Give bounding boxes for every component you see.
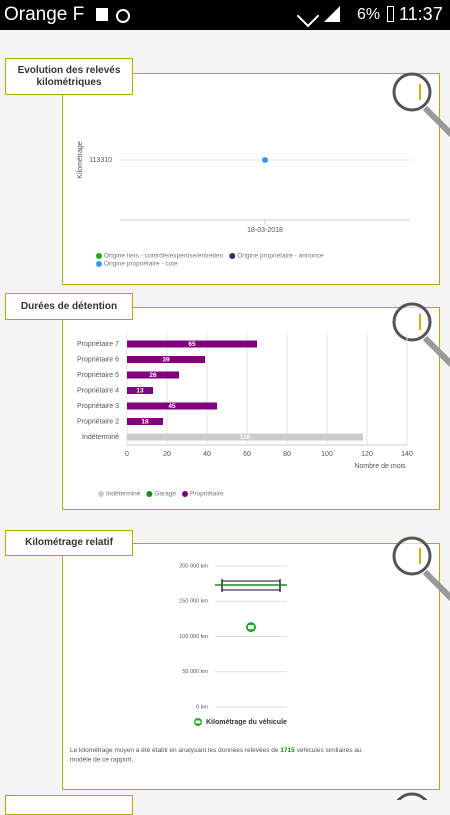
bar bbox=[127, 433, 363, 441]
legend-label: Garage bbox=[154, 491, 176, 498]
x-tick-label: 0 bbox=[125, 451, 129, 458]
y-tick-label: Propriétaire 3 bbox=[77, 403, 119, 410]
y-tick-label: Propriétaire 4 bbox=[77, 387, 119, 394]
y-tick-label: Propriétaire 7 bbox=[77, 341, 119, 348]
legend-label: Kilométrage du véhicule bbox=[206, 719, 287, 726]
battery-icon bbox=[387, 6, 394, 22]
bar-label: 65 bbox=[188, 341, 196, 348]
bar bbox=[127, 340, 257, 348]
legend-label: Indéterminé bbox=[106, 491, 141, 498]
magnifier-handle bbox=[422, 335, 450, 368]
legend-marker bbox=[182, 491, 189, 497]
y-tick-label: 100 000 km bbox=[179, 634, 208, 640]
signal-icon bbox=[324, 6, 340, 22]
x-tick-label: 120 bbox=[361, 451, 373, 458]
clock: 11:37 bbox=[399, 4, 443, 24]
car-icon bbox=[248, 625, 254, 630]
note-text: Le kilométrage moyen a été établi en ana… bbox=[70, 747, 279, 754]
magnifier bbox=[396, 792, 428, 800]
note-text: modèle de ce rapport. bbox=[70, 757, 133, 764]
x-tick-label: 140 bbox=[401, 451, 413, 458]
x-tick-label: 80 bbox=[283, 451, 291, 458]
section-title: Kilométrage relatif bbox=[5, 530, 133, 556]
bar bbox=[127, 418, 163, 425]
section-title: Evolution des relevés kilométriques bbox=[5, 58, 133, 95]
note: Le kilométrage moyen a été établi en ana… bbox=[70, 747, 362, 754]
bar bbox=[127, 387, 153, 394]
x-axis-label: Nombre de mois bbox=[354, 463, 406, 470]
section-title: Durées de détention bbox=[5, 293, 133, 320]
y-tick-label: Propriétaire 6 bbox=[77, 356, 119, 363]
legend-marker bbox=[96, 261, 102, 267]
bar-label: 39 bbox=[162, 357, 170, 364]
bar-label: 45 bbox=[168, 403, 176, 410]
legend-label: Origine tiers - contrôle/expertise/entre… bbox=[104, 253, 224, 260]
magnifier bbox=[392, 72, 432, 112]
y-tick-label: 200 000 km bbox=[179, 563, 208, 569]
y-tick-label: 113310 bbox=[89, 157, 112, 164]
x-tick-label: 20 bbox=[163, 451, 171, 458]
carrier: Orange F bbox=[4, 4, 85, 25]
y-tick-label: 50 000 km bbox=[182, 669, 208, 675]
y-tick-label: 0 km bbox=[196, 704, 208, 710]
x-tick-label: 18-03-2018 bbox=[247, 227, 283, 234]
bar bbox=[127, 356, 205, 363]
card bbox=[62, 73, 440, 285]
y-tick-label: Propriétaire 2 bbox=[77, 418, 119, 425]
battery: 6% bbox=[357, 6, 381, 23]
magnifier bbox=[392, 536, 432, 576]
bar bbox=[127, 371, 179, 379]
section-title bbox=[5, 795, 133, 815]
legend-marker bbox=[98, 491, 104, 497]
magnifier-handle bbox=[422, 569, 450, 602]
sun-icon bbox=[116, 9, 130, 23]
y-tick-label: 150 000 km bbox=[179, 599, 208, 605]
note-count: 1715 bbox=[280, 747, 295, 754]
legend-label: Propriétaire bbox=[190, 491, 224, 498]
y-tick-label: Indéterminé bbox=[82, 434, 119, 441]
bar-label: 13 bbox=[136, 388, 144, 395]
magnifier bbox=[392, 302, 432, 342]
x-tick-label: 60 bbox=[243, 451, 251, 458]
card bbox=[62, 543, 440, 790]
legend-marker bbox=[229, 253, 236, 259]
bar-label: 118 bbox=[240, 434, 251, 441]
y-tick-label: Propriétaire 5 bbox=[77, 372, 119, 379]
bar-label: 26 bbox=[149, 372, 157, 379]
bar bbox=[127, 402, 217, 410]
car-icon bbox=[195, 720, 201, 724]
point bbox=[262, 157, 268, 163]
note-text: véhicules similaires au bbox=[297, 747, 362, 754]
bar-label: 18 bbox=[141, 419, 149, 426]
legend-marker bbox=[146, 491, 153, 497]
fb-icon bbox=[96, 8, 108, 21]
x-tick-label: 100 bbox=[321, 451, 333, 458]
legend-marker bbox=[96, 253, 102, 259]
y-axis-label: Kilométrage bbox=[77, 141, 84, 178]
legend-label: Origine propriétaire - cote bbox=[104, 261, 178, 268]
magnifier-handle bbox=[422, 105, 450, 138]
legend-label: Origine propriétaire - annonce bbox=[237, 253, 324, 260]
x-tick-label: 40 bbox=[203, 451, 211, 458]
magnifiers bbox=[392, 72, 450, 800]
status-bar: Orange F 6% 11:37 bbox=[0, 0, 450, 30]
